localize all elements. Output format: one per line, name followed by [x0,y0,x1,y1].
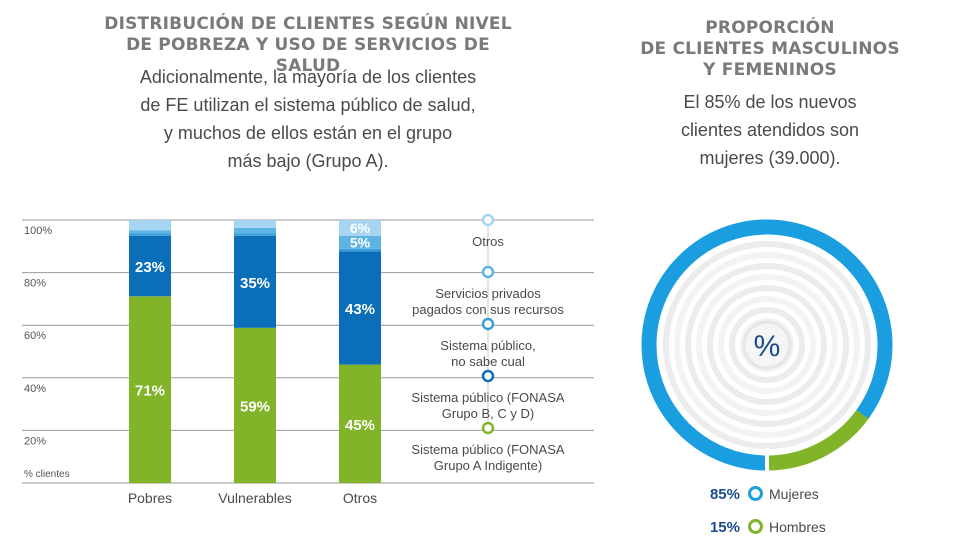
y-tick-label: 100% [24,225,52,237]
legend-label: Sistema público, [440,338,535,353]
legend-label: Servicios privados [435,286,541,301]
donut-chart-title-line2: DE CLIENTES MASCULINOS [640,39,900,59]
decor-ring [663,241,871,449]
decor-ring [685,263,849,427]
donut-chart-title-line1: PROPORCIÓN [705,18,835,38]
bar-chart-desc-line2: de FE utilizan el sistema público de sal… [140,95,476,115]
donut-chart-desc-line2: clientes atendidos son [680,120,860,140]
bar-data-label: 6% [350,220,371,236]
x-category-label: Vulnerables [218,490,291,506]
decor-ring [729,307,805,383]
bar-data-label: 23% [135,259,165,276]
legend-label: Sistema público (FONASA [411,390,564,405]
bar-data-label: 45% [345,417,375,434]
donut-chart-desc-line1: El 85% de los nuevos [683,92,857,112]
legend-label: pagados con sus recursos [412,302,564,317]
donut-gap [765,448,769,478]
legend-marker-icon [481,213,495,227]
bar-segment [339,220,381,236]
donut-chart-description: El 85% de los nuevos clientes atendidos … [620,88,920,172]
legend-marker-icon [481,369,495,383]
bar-segment [234,227,276,234]
x-category-label: Pobres [128,490,172,506]
y-tick-label: 60% [24,330,46,342]
bar-segment [129,233,171,236]
legend-marker-icon [481,421,495,435]
legend-hombres-dot-icon [748,519,763,534]
bar-segment [234,233,276,236]
legend-marker-icon [481,265,495,279]
bar-segment [129,230,171,234]
x-category-label: Otros [343,490,377,506]
bar-segment [339,364,381,483]
bar-chart-title-line1: DISTRIBUCIÓN DE CLIENTES SEGÚN NIVEL [104,14,512,34]
bar-segment [234,327,276,483]
bar-data-label: 35% [240,275,270,292]
bar-chart-desc-line3: y muchos de ellos están en el grupo [163,123,453,143]
donut-segment [641,219,893,471]
legend-mujeres-label: Mujeres [769,486,819,502]
donut-chart-title: PROPORCIÓN DE CLIENTES MASCULINOS Y FEME… [620,18,920,81]
donut-chart-title-line3: Y FEMENINOS [703,60,837,80]
decor-ring [718,296,816,394]
bar-chart-description: Adicionalmente, la mayoría de los client… [98,63,518,175]
bar-segment [339,248,381,252]
legend-item-hombres: 15% Hombres [700,519,826,552]
decor-ring [696,274,838,416]
decor-ring [674,252,860,438]
bar-data-label: 59% [240,398,270,415]
donut-legend: 85% Mujeres 15% Hombres [700,486,826,552]
bar-chart-desc-line4: más bajo (Grupo A). [227,151,389,171]
bar-segment [339,251,381,365]
legend-mujeres-dot-icon [748,486,763,501]
donut-chart-desc-line3: mujeres (39.000). [699,148,841,168]
bar-segment [339,235,381,249]
bar-segment [129,220,171,231]
legend-label: Otros [472,234,504,249]
donut-center-badge [742,320,792,370]
bar-data-label: 43% [345,301,375,318]
donut-center-label: % [754,330,781,363]
decor-ring [707,285,827,405]
legend-item-mujeres: 85% Mujeres [700,486,826,519]
y-tick-label: 80% [24,278,46,290]
bar-data-label: 71% [135,383,165,400]
legend-label: Grupo B, C y D) [442,406,534,421]
y-unit-label: % clientes [24,469,70,480]
bar-segment [234,235,276,328]
bar-segment [129,235,171,297]
bar-chart-title-line2: DE POBREZA Y USO DE SERVICIOS DE SALUD [126,35,490,76]
y-tick-label: 40% [24,383,46,395]
legend-marker-icon [481,317,495,331]
bar-data-label: 5% [350,234,371,250]
y-tick-label: 20% [24,435,46,447]
legend-label: no sabe cual [451,354,525,369]
bar-segment [234,220,276,228]
donut-chart: % [641,219,893,478]
legend-label: Grupo A Indigente) [434,458,542,473]
bar-chart-desc-line1: Adicionalmente, la mayoría de los client… [139,67,477,87]
bar-chart-title: DISTRIBUCIÓN DE CLIENTES SEGÚN NIVEL DE … [98,14,518,77]
legend-hombres-label: Hombres [769,519,826,535]
legend-mujeres-pct: 85% [709,486,740,503]
legend-hombres-pct: 15% [709,519,740,536]
bar-segment [129,296,171,483]
legend-label: Sistema público (FONASA [411,442,564,457]
stacked-bar-chart: 100% 80% 60% 40% 20% % clientes 71% 23% Pobres 59… [22,213,594,506]
